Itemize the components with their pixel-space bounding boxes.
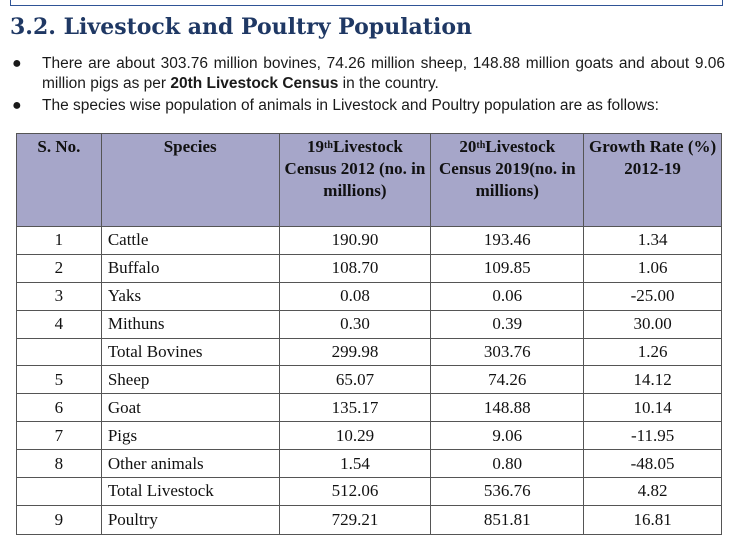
cell-sno: [16, 337, 102, 367]
table-row: 4 Mithuns 0.30 0.39 30.00: [16, 309, 722, 339]
cell-species: Yaks: [100, 281, 280, 311]
cell-species: Poultry: [100, 504, 280, 535]
cell-species: Total Livestock: [100, 477, 280, 506]
livestock-population-table: S. No. Species 19thLivestock Census 2012…: [16, 133, 722, 535]
cell-species: Goat: [100, 393, 280, 423]
cell-census-2012: 10.29: [278, 421, 432, 451]
bullet-item-species-intro: ● The species wise population of animals …: [10, 96, 725, 116]
cell-sno: 1: [16, 226, 102, 255]
table-header-row: S. No. Species 19thLivestock Census 2012…: [16, 133, 722, 227]
header-growth-rate: Growth Rate (%) 2012-19: [583, 133, 722, 227]
cell-census-2019: 0.39: [430, 309, 585, 339]
cell-census-2012: 299.98: [278, 337, 432, 367]
table-row: 9 Poultry 729.21 851.81 16.81: [16, 504, 722, 535]
table-row: 7 Pigs 10.29 9.06 -11.95: [16, 421, 722, 451]
header-sno: S. No.: [16, 133, 102, 227]
cell-census-2019: 9.06: [430, 421, 585, 451]
cell-census-2019: 303.76: [430, 337, 585, 367]
cell-growth: -25.00: [583, 281, 722, 311]
bullet-item-bovines: ● There are about 303.76 million bovines,…: [10, 54, 725, 94]
cell-species: Buffalo: [100, 253, 280, 283]
bullet-dot-icon: ●: [12, 55, 22, 72]
bullet-dot-icon: ●: [12, 97, 22, 114]
cell-sno: [16, 477, 102, 506]
cell-census-2012: 108.70: [278, 253, 432, 283]
cell-growth: 16.81: [583, 504, 722, 535]
cell-sno: 6: [16, 393, 102, 423]
cell-sno: 7: [16, 421, 102, 451]
cell-growth: 14.12: [583, 365, 722, 395]
cell-census-2012: 512.06: [278, 477, 432, 506]
header-census-2012-text: Livestock Census 2012 (no. in millions): [284, 137, 426, 200]
header-census-2012-number: 19: [307, 137, 325, 156]
cell-species: Pigs: [100, 421, 280, 451]
header-census-2012-suffix: th: [324, 140, 333, 151]
cell-sno: 5: [16, 365, 102, 395]
bullet-list: ● There are about 303.76 million bovines,…: [10, 54, 725, 116]
table-row-total-livestock: Total Livestock 512.06 536.76 4.82: [16, 477, 722, 506]
header-census-2019: 20thLivestock Census 2019(no. in million…: [430, 133, 585, 227]
cell-census-2012: 135.17: [278, 393, 432, 423]
page-top-border: [10, 0, 723, 6]
table-row: 3 Yaks 0.08 0.06 -25.00: [16, 281, 722, 311]
header-census-2012: 19thLivestock Census 2012 (no. in millio…: [278, 133, 432, 227]
header-census-2019-suffix: th: [476, 140, 486, 151]
header-census-2019-number: 20: [459, 137, 477, 156]
cell-sno: 8: [16, 449, 102, 479]
cell-growth: 1.06: [583, 253, 722, 283]
cell-census-2019: 74.26: [430, 365, 585, 395]
cell-census-2019: 148.88: [430, 393, 585, 423]
bullet-text-pre: There are about 303.76 million bovines, …: [42, 55, 725, 92]
cell-growth: 10.14: [583, 393, 722, 423]
table-row: 1 Cattle 190.90 193.46 1.34: [16, 226, 722, 255]
cell-growth: 4.82: [583, 477, 722, 506]
cell-sno: 9: [16, 504, 102, 535]
cell-sno: 2: [16, 253, 102, 283]
cell-species: Sheep: [100, 365, 280, 395]
cell-census-2019: 851.81: [430, 504, 585, 535]
cell-census-2012: 1.54: [278, 449, 432, 479]
cell-species: Mithuns: [100, 309, 280, 339]
cell-growth: -48.05: [583, 449, 722, 479]
table-row: 2 Buffalo 108.70 109.85 1.06: [16, 253, 722, 283]
cell-growth: -11.95: [583, 421, 722, 451]
cell-growth: 1.26: [583, 337, 722, 367]
cell-growth: 30.00: [583, 309, 722, 339]
cell-census-2012: 0.30: [278, 309, 432, 339]
table-row-total-bovines: Total Bovines 299.98 303.76 1.26: [16, 337, 722, 367]
cell-census-2012: 190.90: [278, 226, 432, 255]
cell-census-2012: 0.08: [278, 281, 432, 311]
bullet-text-bold: 20th Livestock Census: [170, 75, 339, 92]
cell-species: Total Bovines: [100, 337, 280, 367]
cell-census-2012: 65.07: [278, 365, 432, 395]
table-row: 6 Goat 135.17 148.88 10.14: [16, 393, 722, 423]
cell-sno: 3: [16, 281, 102, 311]
cell-census-2019: 193.46: [430, 226, 585, 255]
cell-census-2019: 109.85: [430, 253, 585, 283]
header-species: Species: [100, 133, 280, 227]
cell-growth: 1.34: [583, 226, 722, 255]
cell-census-2012: 729.21: [278, 504, 432, 535]
cell-sno: 4: [16, 309, 102, 339]
header-census-2019-text: Livestock Census 2019(no. in millions): [439, 137, 576, 200]
cell-species: Other animals: [100, 449, 280, 479]
cell-census-2019: 536.76: [430, 477, 585, 506]
section-title: 3.2. Livestock and Poultry Population: [10, 14, 472, 40]
table-row: 5 Sheep 65.07 74.26 14.12: [16, 365, 722, 395]
cell-census-2019: 0.06: [430, 281, 585, 311]
cell-census-2019: 0.80: [430, 449, 585, 479]
table-row: 8 Other animals 1.54 0.80 -48.05: [16, 449, 722, 479]
bullet-text: The species wise population of animals i…: [42, 97, 659, 114]
bullet-text-post: in the country.: [338, 75, 439, 92]
cell-species: Cattle: [100, 226, 280, 255]
